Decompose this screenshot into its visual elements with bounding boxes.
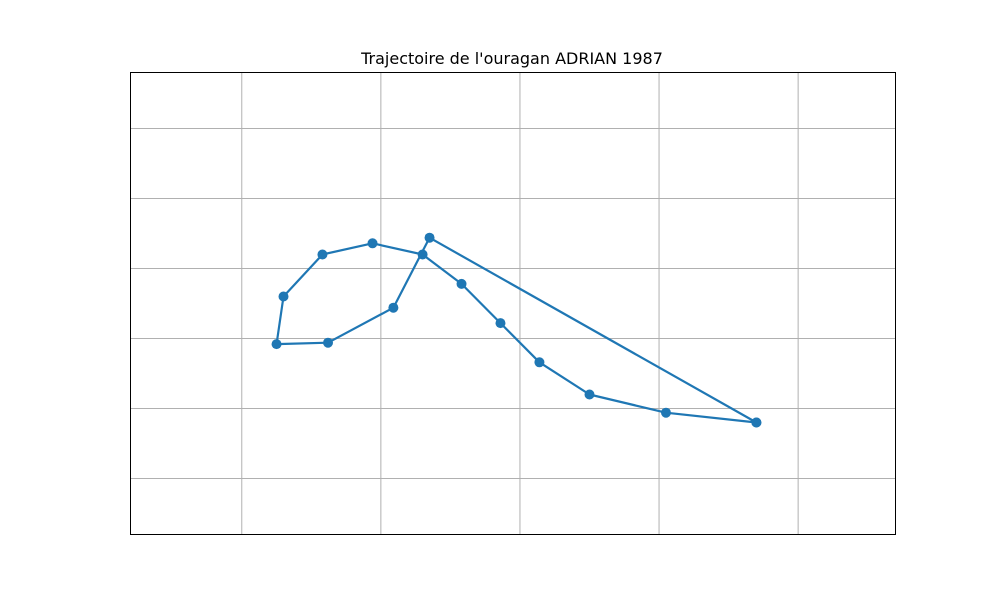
track-point-6 [417,249,428,260]
track-point-12 [388,302,399,313]
track-point-7 [367,238,378,249]
chart-title: Trajectoire de l'ouragan ADRIAN 1987 [360,49,663,68]
track-point-14 [751,417,762,428]
track-point-9 [278,291,289,302]
track-point-8 [317,249,328,260]
track-point-4 [495,318,506,329]
track-point-2 [584,389,595,400]
track-point-13 [424,232,435,243]
track-point-10 [271,339,282,350]
series-group [271,232,762,428]
track-point-5 [456,278,467,289]
grid [130,72,896,535]
track-point-11 [323,337,334,348]
track-point-3 [534,357,545,368]
track-point-1 [661,407,671,418]
axes-frame [130,72,896,535]
